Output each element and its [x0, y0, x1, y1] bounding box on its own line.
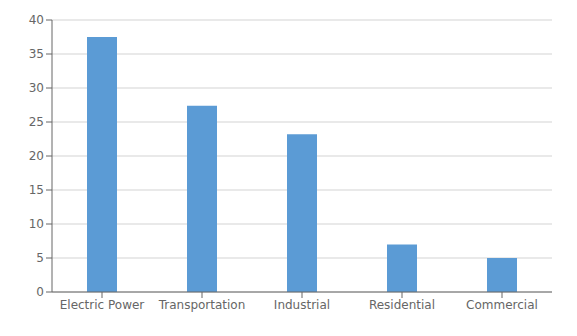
svg-text:20: 20: [29, 149, 44, 163]
svg-text:35: 35: [29, 47, 44, 61]
svg-text:0: 0: [36, 285, 44, 299]
svg-text:15: 15: [29, 183, 44, 197]
svg-text:Transportation: Transportation: [158, 298, 246, 312]
svg-text:25: 25: [29, 115, 44, 129]
svg-text:Electric Power: Electric Power: [60, 298, 145, 312]
svg-text:10: 10: [29, 217, 44, 231]
svg-text:40: 40: [29, 13, 44, 27]
svg-text:Residential: Residential: [369, 298, 435, 312]
svg-text:5: 5: [36, 251, 44, 265]
svg-text:30: 30: [29, 81, 44, 95]
svg-text:Industrial: Industrial: [274, 298, 330, 312]
svg-text:Commercial: Commercial: [466, 298, 538, 312]
